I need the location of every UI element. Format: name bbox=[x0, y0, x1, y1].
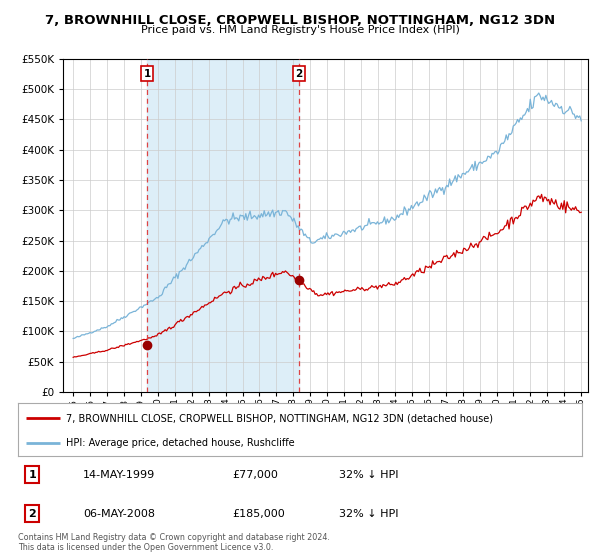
Text: 06-MAY-2008: 06-MAY-2008 bbox=[83, 509, 155, 519]
Text: This data is licensed under the Open Government Licence v3.0.: This data is licensed under the Open Gov… bbox=[18, 543, 274, 552]
Text: 14-MAY-1999: 14-MAY-1999 bbox=[83, 470, 155, 479]
Text: Price paid vs. HM Land Registry's House Price Index (HPI): Price paid vs. HM Land Registry's House … bbox=[140, 25, 460, 35]
Text: 32% ↓ HPI: 32% ↓ HPI bbox=[340, 509, 399, 519]
Text: 2: 2 bbox=[295, 69, 303, 79]
Text: 7, BROWNHILL CLOSE, CROPWELL BISHOP, NOTTINGHAM, NG12 3DN (detached house): 7, BROWNHILL CLOSE, CROPWELL BISHOP, NOT… bbox=[66, 413, 493, 423]
Bar bbox=[147, 59, 299, 392]
Text: 7, BROWNHILL CLOSE, CROPWELL BISHOP, NOTTINGHAM, NG12 3DN: 7, BROWNHILL CLOSE, CROPWELL BISHOP, NOT… bbox=[45, 14, 555, 27]
Text: 1: 1 bbox=[28, 470, 36, 479]
Text: Contains HM Land Registry data © Crown copyright and database right 2024.: Contains HM Land Registry data © Crown c… bbox=[18, 533, 330, 542]
Text: 2: 2 bbox=[28, 509, 36, 519]
Text: 32% ↓ HPI: 32% ↓ HPI bbox=[340, 470, 399, 479]
Text: £185,000: £185,000 bbox=[232, 509, 285, 519]
Text: £77,000: £77,000 bbox=[232, 470, 278, 479]
Text: 1: 1 bbox=[143, 69, 151, 79]
Text: HPI: Average price, detached house, Rushcliffe: HPI: Average price, detached house, Rush… bbox=[66, 438, 295, 448]
